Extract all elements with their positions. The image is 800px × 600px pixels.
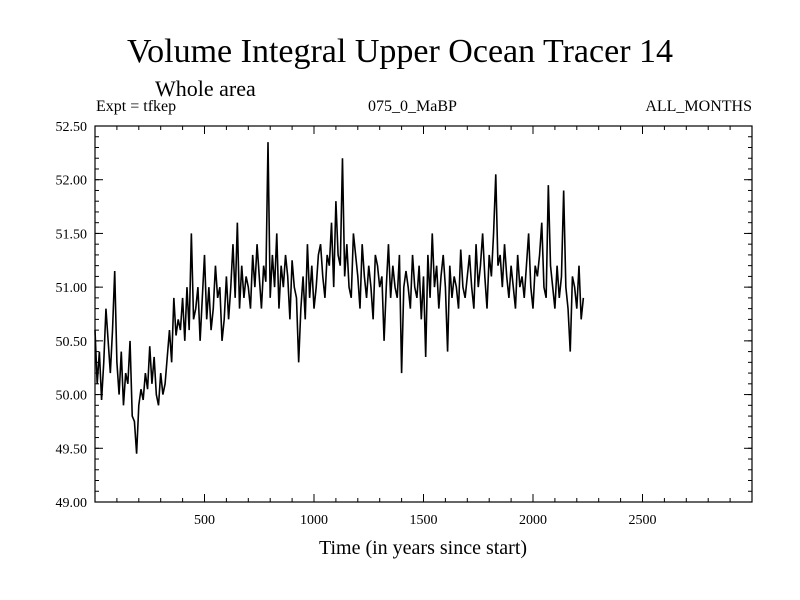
- series-line-0: [94, 142, 585, 454]
- y-tick-label: 49.50: [56, 442, 88, 457]
- x-tick-label: 2500: [629, 513, 657, 528]
- experiment-label: Expt = tfkep: [96, 98, 177, 115]
- y-tick-label: 51.50: [56, 227, 88, 242]
- x-tick-label: 1000: [300, 513, 328, 528]
- y-tick-label: 52.50: [56, 120, 88, 135]
- y-tick-label: 51.00: [56, 281, 88, 296]
- chart-title: Volume Integral Upper Ocean Tracer 14: [126, 33, 674, 70]
- x-tick-label: 500: [194, 513, 215, 528]
- y-tick-label: 50.00: [56, 389, 88, 404]
- axis-ticks: 49.00 49.50 50.00 50.50 51.00 51.50 52.00 52.50…: [56, 120, 752, 528]
- x-axis-label: Time (in years since start): [319, 537, 527, 559]
- chart-subtitle: Whole area: [155, 76, 256, 101]
- x-tick-label: 2000: [519, 513, 547, 528]
- months-label: ALL_MONTHS: [645, 98, 752, 115]
- run-label: 075_0_MaBP: [368, 98, 457, 115]
- y-tick-label: 50.50: [56, 335, 88, 350]
- y-tick-label: 52.00: [56, 174, 88, 189]
- y-tick-label: 49.00: [56, 496, 88, 511]
- series-layer: [94, 142, 585, 454]
- x-tick-label: 1500: [410, 513, 438, 528]
